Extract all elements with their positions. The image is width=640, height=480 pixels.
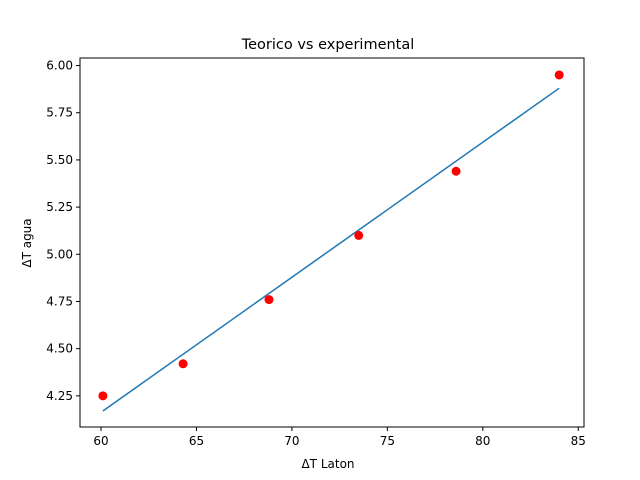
- series-layer: [98, 70, 564, 412]
- data-point: [178, 359, 188, 369]
- x-axis-ticks: 60 65 70 75 80 85: [93, 427, 586, 448]
- y-axis-ticks: 4.25 4.50 4.75 5.00 5.25 5.50 5.75 6.00: [46, 59, 80, 403]
- y-tick-label: 5.00: [46, 247, 73, 261]
- data-point: [451, 166, 461, 176]
- x-tick-label: 75: [380, 434, 395, 448]
- y-tick-label: 4.75: [46, 294, 73, 308]
- data-point: [264, 295, 274, 305]
- data-point: [98, 391, 108, 401]
- x-tick-label: 65: [189, 434, 204, 448]
- y-tick-label: 6.00: [46, 59, 73, 73]
- y-tick-label: 5.75: [46, 106, 73, 120]
- fit-line: [102, 87, 560, 412]
- plot-frame: [79, 57, 585, 428]
- x-tick-label: 85: [571, 434, 586, 448]
- x-tick-label: 80: [475, 434, 490, 448]
- x-tick-label: 70: [284, 434, 299, 448]
- y-tick-label: 4.50: [46, 342, 73, 356]
- x-axis-title: ΔT Laton: [301, 457, 354, 471]
- data-point: [354, 230, 364, 240]
- y-tick-label: 5.50: [46, 153, 73, 167]
- y-axis-title: ΔT agua: [20, 218, 34, 267]
- x-tick-label: 60: [93, 434, 108, 448]
- y-tick-label: 4.25: [46, 389, 73, 403]
- chart-title: Teorico vs experimental: [241, 37, 415, 53]
- y-tick-label: 5.25: [46, 200, 73, 214]
- data-point: [554, 70, 564, 80]
